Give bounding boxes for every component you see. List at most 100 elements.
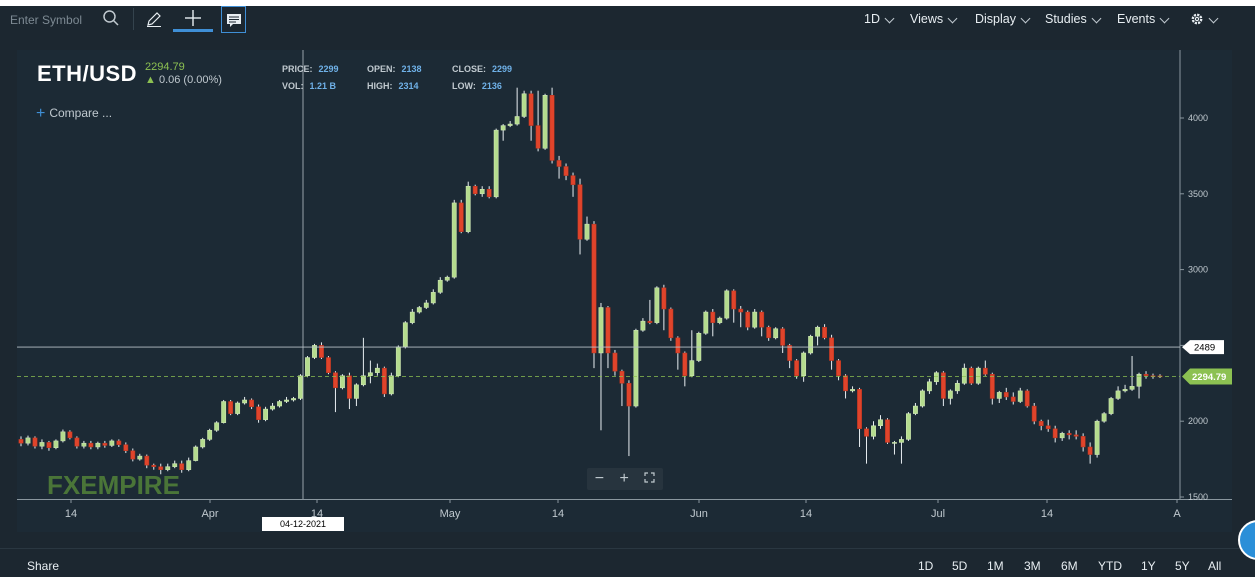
candle [228,399,234,416]
candle-body [822,326,828,339]
candle [899,436,904,464]
chart-axes: 15002000250030003500400014Apr14May14Jun1… [17,50,1232,520]
candle [437,277,443,294]
candle [717,316,723,325]
candle-body [381,367,387,395]
candle-body [773,328,779,339]
candlestick-series [18,87,1163,475]
events-menu[interactable]: Events [1117,8,1170,30]
candle [1031,403,1037,425]
zoom-in-button[interactable]: + [619,470,629,487]
candle-body [1129,386,1135,390]
candle-body [1017,390,1023,402]
fullscreen-button[interactable] [644,470,655,488]
candle-body [1115,390,1121,399]
candle-body [193,446,199,461]
candle-body [507,123,513,126]
candle-body [920,390,925,407]
menu-label: 1D [864,12,880,26]
studies-menu[interactable]: Studies [1045,8,1102,30]
candle-body [144,455,150,466]
candle [284,396,289,404]
candle [773,327,779,340]
candle-body [1010,396,1016,402]
candle-body [626,383,632,407]
candle [913,403,918,416]
range-3m-button[interactable]: 3M [1024,559,1041,573]
chevron-down-icon [1020,13,1031,23]
range-5d-button[interactable]: 5D [952,559,968,573]
candle-body [479,189,485,195]
candle [186,457,192,472]
zoom-out-button[interactable]: − [594,470,605,487]
display-menu[interactable]: Display [975,8,1031,30]
last-price-tag-value: 2294.79 [1192,372,1226,383]
candle [256,404,261,423]
candle-body [130,450,136,460]
candle [766,325,772,341]
compare-button[interactable]: + Compare ... [36,104,112,122]
candle-body [493,129,499,198]
candle-body [808,336,814,354]
crosshair-tool-button[interactable] [173,6,213,32]
range-1y-button[interactable]: 1Y [1141,559,1156,573]
candle [633,328,639,408]
candle-body [926,381,932,392]
candle-body [563,166,569,176]
range-5y-button[interactable]: 5Y [1175,559,1190,573]
candle-body [989,373,995,399]
range-1d-button[interactable]: 1D [918,559,934,573]
candle-body [353,384,359,399]
candle [724,289,730,320]
candle-body [402,322,408,348]
candle [738,305,744,328]
candle [465,181,471,234]
hud-open: OPEN: 2138 [367,64,422,74]
search-icon[interactable] [102,9,120,27]
interval-menu[interactable]: 1D [864,8,895,30]
candle-body [235,402,241,414]
chevron-down-icon [1091,13,1102,23]
chart-area[interactable]: FXEMPIRE 15002000250030003500400014Apr14… [17,50,1232,532]
candle [682,351,688,387]
candle-body [500,125,506,131]
range-6m-button[interactable]: 6M [1061,559,1078,573]
candle [395,345,401,378]
candle [1080,433,1086,452]
candle-body [158,466,164,470]
candle-body [221,401,227,423]
candle-body [172,463,178,467]
candle [815,325,821,346]
candle-body [263,408,268,420]
candle [961,363,967,385]
draw-tool-button[interactable] [134,6,174,32]
settings-menu[interactable] [1190,8,1219,30]
candle [158,463,164,475]
views-menu[interactable]: Views [910,8,958,30]
candle [556,155,562,179]
candle [507,121,513,128]
candle [1136,372,1142,399]
candle-body [284,399,289,402]
candle-body [74,437,80,447]
candle-body [360,375,366,386]
notes-tool-button[interactable] [221,6,246,33]
hud-close: CLOSE: 2299 [452,64,513,74]
range-1m-button[interactable]: 1M [987,559,1004,573]
candle [989,372,995,405]
candle [640,318,646,332]
share-button[interactable]: Share [27,559,60,573]
candle-body [521,93,527,117]
price-chart[interactable]: FXEMPIRE 15002000250030003500400014Apr14… [17,50,1232,532]
y-tick-label: 3000 [1188,265,1208,275]
candle-body [151,464,157,467]
candle [1059,431,1065,441]
candle [822,324,828,340]
candle [102,440,108,448]
candle [857,387,862,447]
range-ytd-button[interactable]: YTD [1098,559,1122,573]
candle [53,439,59,450]
chevron-down-icon [947,13,958,23]
range-all-button[interactable]: All [1208,559,1222,573]
symbol-search-input[interactable] [8,8,108,32]
